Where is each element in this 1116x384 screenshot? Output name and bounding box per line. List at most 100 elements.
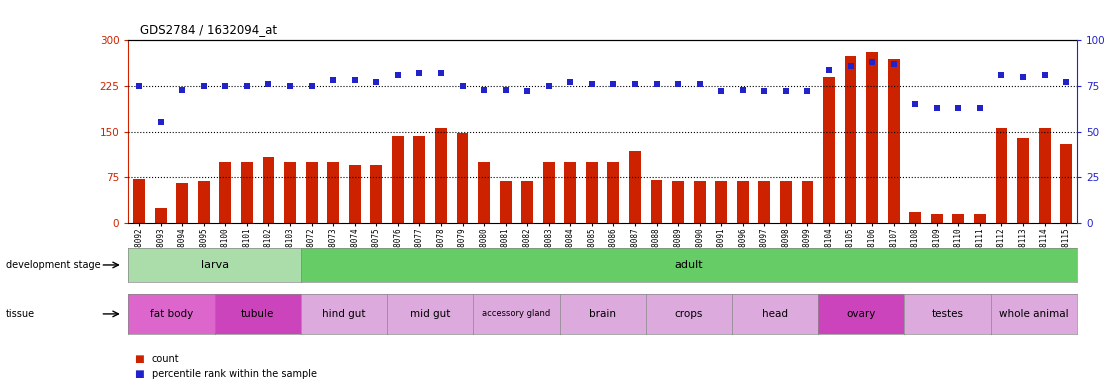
- Bar: [241, 162, 253, 223]
- Point: [540, 83, 558, 89]
- Point: [820, 66, 838, 73]
- Bar: [586, 162, 598, 223]
- Bar: [262, 157, 275, 223]
- Point: [799, 88, 817, 94]
- Bar: [759, 181, 770, 223]
- Bar: [327, 162, 339, 223]
- Point: [518, 88, 536, 94]
- Point: [712, 88, 730, 94]
- Bar: [306, 162, 318, 223]
- Point: [605, 81, 623, 87]
- Point: [647, 81, 665, 87]
- Bar: [176, 183, 189, 223]
- Text: adult: adult: [674, 260, 703, 270]
- Point: [152, 119, 170, 126]
- Bar: [220, 162, 231, 223]
- Bar: [413, 136, 425, 223]
- Point: [131, 83, 148, 89]
- Point: [195, 83, 213, 89]
- Bar: [824, 77, 835, 223]
- Bar: [285, 162, 296, 223]
- Bar: [737, 181, 749, 223]
- Point: [217, 83, 234, 89]
- Point: [670, 81, 687, 87]
- Point: [561, 79, 579, 85]
- Point: [325, 78, 343, 84]
- Text: testes: testes: [932, 309, 963, 319]
- Point: [453, 83, 471, 89]
- Bar: [629, 151, 641, 223]
- Point: [238, 83, 256, 89]
- Text: ■: ■: [134, 369, 144, 379]
- Point: [756, 88, 773, 94]
- Bar: [931, 214, 943, 223]
- Text: hind gut: hind gut: [323, 309, 366, 319]
- Text: head: head: [762, 309, 788, 319]
- Bar: [500, 181, 511, 223]
- Text: tissue: tissue: [6, 309, 35, 319]
- Point: [863, 59, 881, 65]
- Point: [583, 81, 600, 87]
- Text: ■: ■: [134, 354, 144, 364]
- Point: [971, 105, 989, 111]
- Bar: [371, 165, 382, 223]
- Bar: [1017, 137, 1029, 223]
- Bar: [435, 129, 446, 223]
- Bar: [456, 133, 469, 223]
- Bar: [133, 179, 145, 223]
- Point: [1014, 74, 1032, 80]
- Text: percentile rank within the sample: percentile rank within the sample: [152, 369, 317, 379]
- Bar: [478, 162, 490, 223]
- Point: [173, 86, 191, 93]
- Bar: [198, 181, 210, 223]
- Text: whole animal: whole animal: [999, 309, 1069, 319]
- Text: mid gut: mid gut: [410, 309, 451, 319]
- Text: larva: larva: [201, 260, 229, 270]
- Bar: [155, 207, 166, 223]
- Bar: [694, 181, 705, 223]
- Point: [1057, 79, 1075, 85]
- Point: [841, 63, 859, 69]
- Bar: [1060, 144, 1072, 223]
- Bar: [565, 162, 576, 223]
- Point: [411, 70, 429, 76]
- Text: fat body: fat body: [150, 309, 193, 319]
- Point: [1036, 72, 1054, 78]
- Bar: [392, 136, 404, 223]
- Bar: [349, 165, 360, 223]
- Point: [626, 81, 644, 87]
- Point: [950, 105, 968, 111]
- Bar: [952, 214, 964, 223]
- Bar: [910, 212, 921, 223]
- Bar: [672, 181, 684, 223]
- Bar: [1039, 129, 1050, 223]
- Bar: [521, 181, 533, 223]
- Text: crops: crops: [675, 309, 703, 319]
- Text: brain: brain: [589, 309, 616, 319]
- Bar: [974, 214, 985, 223]
- Point: [346, 78, 364, 84]
- Point: [281, 83, 299, 89]
- Bar: [887, 58, 899, 223]
- Point: [432, 70, 450, 76]
- Point: [777, 88, 795, 94]
- Bar: [607, 162, 619, 223]
- Point: [367, 79, 385, 85]
- Bar: [715, 181, 728, 223]
- Point: [302, 83, 320, 89]
- Bar: [845, 56, 856, 223]
- Text: GDS2784 / 1632094_at: GDS2784 / 1632094_at: [140, 23, 277, 36]
- Point: [992, 72, 1010, 78]
- Point: [906, 101, 924, 107]
- Point: [927, 105, 945, 111]
- Bar: [542, 162, 555, 223]
- Point: [734, 86, 752, 93]
- Text: ovary: ovary: [847, 309, 876, 319]
- Bar: [866, 53, 878, 223]
- Point: [497, 86, 514, 93]
- Point: [691, 81, 709, 87]
- Text: count: count: [152, 354, 180, 364]
- Bar: [995, 129, 1008, 223]
- Text: development stage: development stage: [6, 260, 100, 270]
- Point: [260, 81, 278, 87]
